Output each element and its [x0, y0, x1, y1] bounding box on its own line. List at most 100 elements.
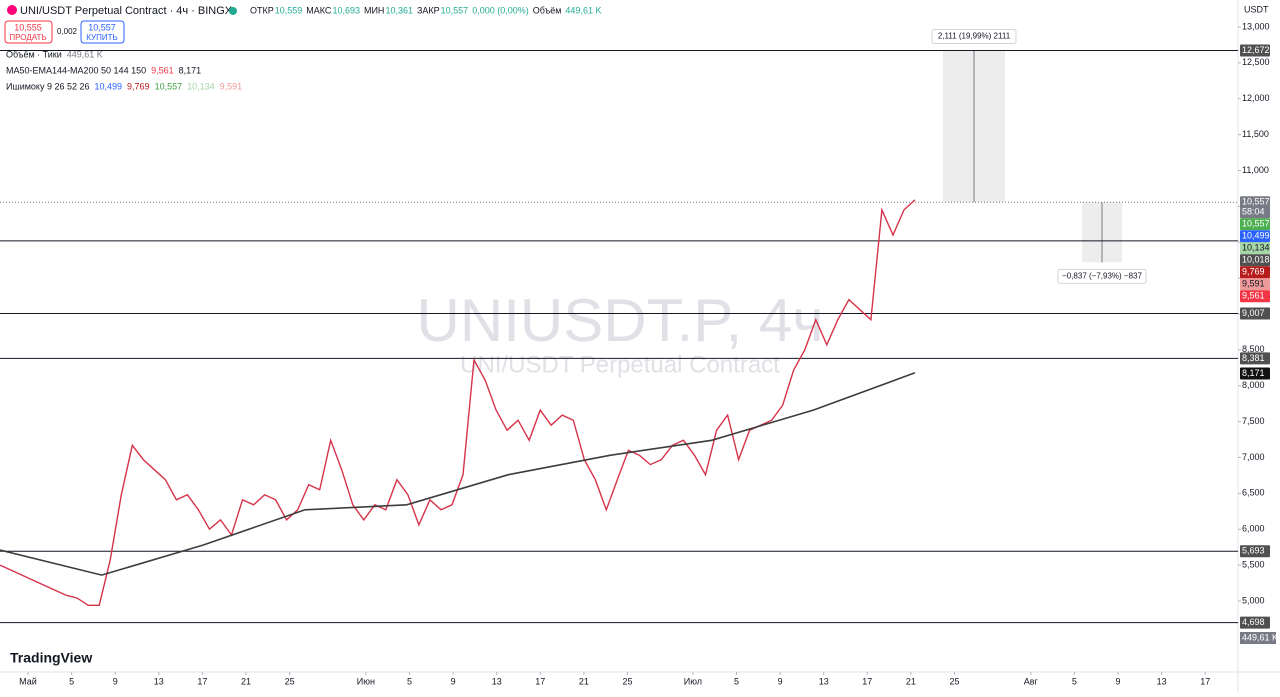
- indicator-item: MA50-EMA144-MA200 50 144 150: [6, 65, 146, 75]
- ohlc-item: 449,61 K: [565, 5, 601, 15]
- buy-button[interactable]: [80, 20, 125, 44]
- watermark: UNIUSDT.P, 4ч: [417, 287, 824, 354]
- x-tick-label: 5: [1072, 676, 1077, 686]
- x-tick-label: 25: [285, 676, 295, 686]
- indicator-item: Объём · Тики: [6, 49, 62, 59]
- ohlc-item: ОТКР: [250, 5, 274, 15]
- indicator-item: 9,591: [220, 81, 243, 91]
- ohlc-item: МИН: [364, 5, 384, 15]
- y-tick-label: 11,000: [1242, 165, 1269, 175]
- x-tick-label: 13: [154, 676, 164, 686]
- watermark-sub: UNI/USDT Perpetual Contract: [460, 351, 780, 378]
- x-tick-label: 17: [862, 676, 872, 686]
- price-tag-sub: 58:04: [1242, 207, 1265, 217]
- y-tick-label: 12,000: [1242, 93, 1270, 103]
- ohlc-item: 10,361: [385, 5, 413, 15]
- y-tick-label: 5,000: [1242, 595, 1265, 605]
- y-tick-label: 7,000: [1242, 452, 1265, 462]
- indicators: Объём · Тики 449,61 K MA50-EMA144-MA200 50…: [6, 49, 242, 91]
- series-line: [0, 199, 916, 606]
- price-tag-label: 10,557: [1242, 197, 1270, 207]
- measure-label: −0,837 (−7,93%) −837: [1062, 271, 1142, 280]
- y-tick-label: 6,000: [1242, 524, 1265, 534]
- x-tick-label: 21: [241, 676, 251, 686]
- price-tag-label: 9,591: [1242, 279, 1265, 289]
- price-tag: [1240, 266, 1270, 279]
- price-tag-label: 8,381: [1242, 353, 1265, 363]
- indicator-item: 8,171: [179, 65, 202, 75]
- x-tick-label: Май: [19, 676, 37, 686]
- y-tick-label: 7,500: [1242, 416, 1265, 426]
- price-tag: [1240, 290, 1270, 303]
- indicator-item: Ишимоку 9 26 52 26: [6, 81, 90, 91]
- price-tag: [1240, 616, 1270, 629]
- x-tick-label: 13: [819, 676, 829, 686]
- price-tag: [1240, 367, 1270, 380]
- indicator-item: 9,561: [151, 65, 174, 75]
- x-tick-label: 9: [1115, 676, 1120, 686]
- price-tag-label: 10,557: [1242, 219, 1270, 229]
- ohlc-item: 10,693: [332, 5, 360, 15]
- x-tick-label: 5: [407, 676, 412, 686]
- ohlc-item: 10,559: [275, 5, 303, 15]
- indicator-item: 449,61 K: [67, 49, 103, 59]
- sell-button[interactable]: [4, 20, 53, 44]
- x-tick-label: 5: [69, 676, 74, 686]
- buy-label: КУПИТЬ: [86, 33, 117, 42]
- spread: 0,002: [57, 27, 78, 36]
- measure-label-bg: [931, 29, 1017, 45]
- indicator-item: 10,557: [155, 81, 183, 91]
- measure-label: 2,111 (19,99%) 2111: [938, 32, 1011, 41]
- x-tick-label: 13: [492, 676, 502, 686]
- ohlc-item: Объём: [533, 5, 562, 15]
- price-tag: [1240, 218, 1270, 231]
- price-tag: [1240, 545, 1270, 558]
- price-tag-label: 12,672: [1242, 45, 1270, 55]
- ohlc-item: ЗАКР: [417, 5, 440, 15]
- y-tick-label: 8,000: [1242, 380, 1265, 390]
- price-tag-label: 4,698: [1242, 617, 1265, 627]
- logo: TradingView: [10, 650, 92, 666]
- price-tag-label: 8,171: [1242, 368, 1265, 378]
- y-tick-label: 11,500: [1242, 129, 1269, 139]
- x-tick-label: 17: [535, 676, 545, 686]
- x-tick-label: 17: [197, 676, 207, 686]
- symbol-icon: [7, 5, 17, 15]
- x-tick-label: Июн: [357, 676, 375, 686]
- price-tag: [1240, 307, 1270, 320]
- price-tag: [1240, 230, 1270, 243]
- indicator-item: 10,499: [95, 81, 123, 91]
- x-tick-label: 9: [451, 676, 456, 686]
- price-tag-label: 9,007: [1242, 308, 1265, 318]
- indicator-item: 10,134: [187, 81, 215, 91]
- x-tick-label: Авг: [1024, 676, 1039, 686]
- volume-tag-bg: [1240, 632, 1276, 644]
- status-dot: [229, 7, 237, 15]
- x-tick-label: 21: [579, 676, 589, 686]
- price-tag: [1240, 254, 1270, 267]
- y-tick-label: 6,500: [1242, 488, 1265, 498]
- price-tag: [1240, 352, 1270, 365]
- y-tick-label: 5,500: [1242, 559, 1265, 569]
- price-tag-label: 5,693: [1242, 546, 1265, 556]
- symbol: UNI/USDT Perpetual Contract · 4ч · BINGX: [20, 5, 233, 17]
- x-tick-label: 13: [1157, 676, 1167, 686]
- y-tick-label: 12,500: [1242, 57, 1270, 67]
- x-tick-label: 25: [622, 676, 632, 686]
- volume-tag: 449,61 K: [1242, 632, 1278, 642]
- x-tick-label: 17: [1200, 676, 1210, 686]
- sell-price: 10,555: [14, 22, 42, 32]
- price-tag: [1240, 242, 1270, 255]
- ohlc-item: МАКС: [306, 5, 332, 15]
- price-tag-label: 10,018: [1242, 255, 1270, 265]
- x-tick-label: 5: [734, 676, 739, 686]
- x-tick-label: 9: [778, 676, 783, 686]
- buy-price: 10,557: [88, 22, 116, 32]
- price-tag-label: 10,134: [1242, 243, 1270, 253]
- ohlc-item: 10,557: [441, 5, 469, 15]
- price-tag-label: 9,561: [1242, 291, 1265, 301]
- price-tag: [1240, 44, 1270, 57]
- currency: USDT: [1244, 4, 1269, 14]
- series-line: [0, 372, 916, 576]
